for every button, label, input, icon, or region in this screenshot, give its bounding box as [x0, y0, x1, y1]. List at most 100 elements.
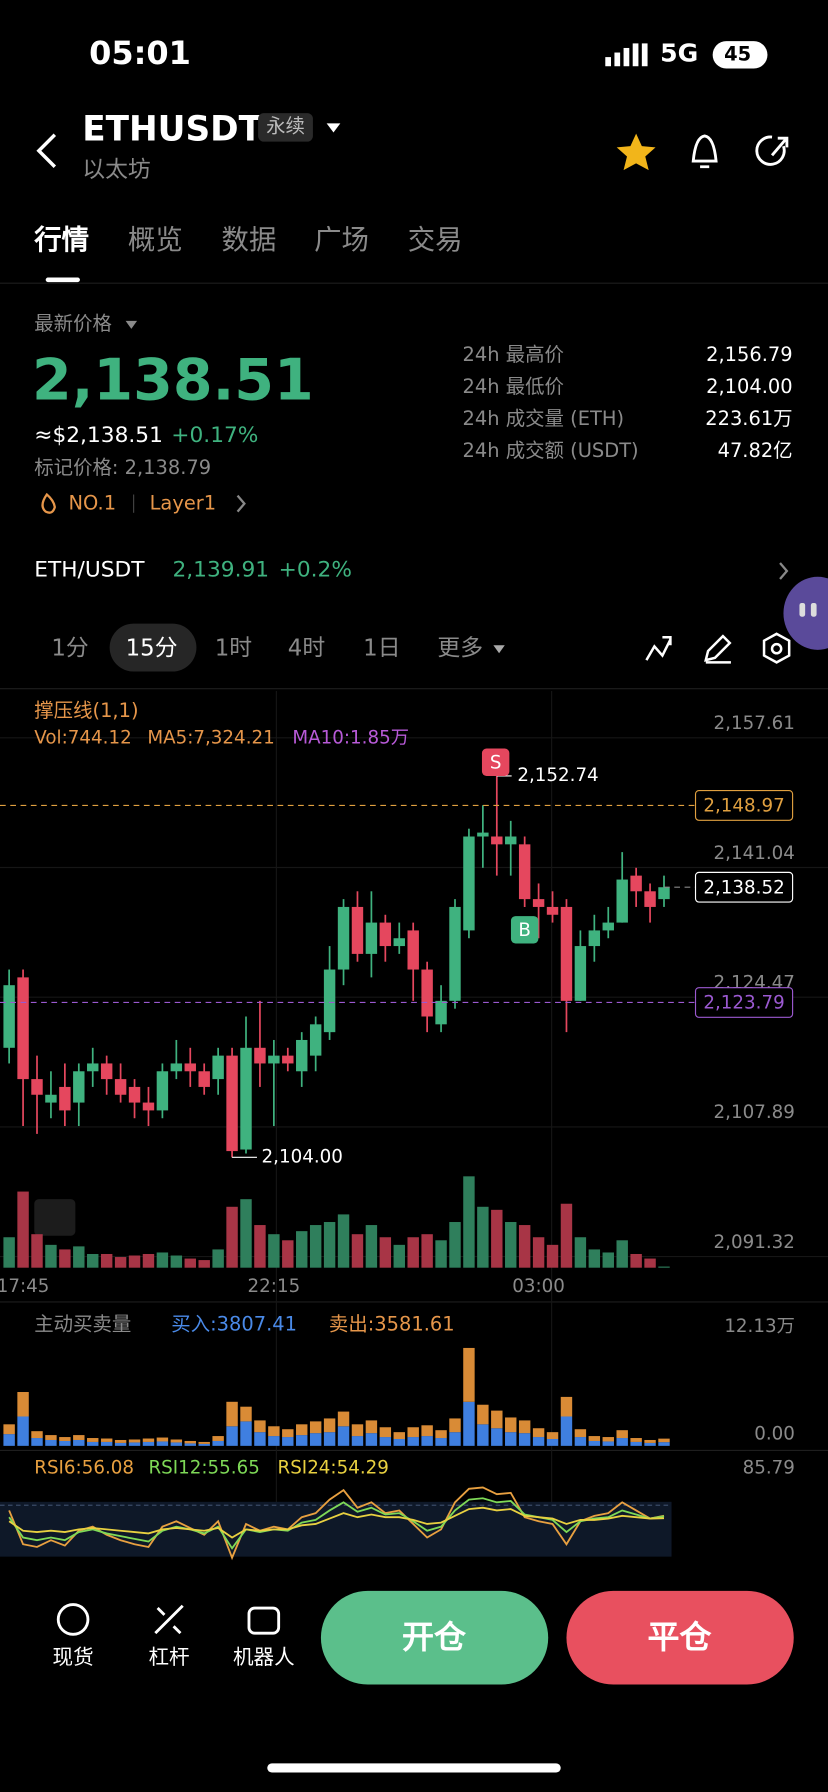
interval[interactable]: 15分	[125, 633, 178, 662]
float-bubble[interactable]	[799, 603, 806, 617]
candle-body	[198, 1071, 210, 1087]
tab[interactable]: 行情	[34, 223, 90, 256]
share-icon[interactable]	[755, 135, 789, 166]
back-icon[interactable]	[36, 133, 57, 168]
mark-price: 标记价格: 2,138.79	[34, 456, 212, 480]
buy-bar	[574, 1437, 587, 1446]
candle-body	[184, 1063, 196, 1072]
close-label[interactable]: 平仓	[647, 1618, 712, 1657]
rsi-line	[8, 1506, 665, 1539]
indicator-icon[interactable]	[645, 636, 672, 661]
close-button[interactable]	[566, 1590, 794, 1685]
sell-bar	[142, 1438, 155, 1442]
buy-bar	[365, 1433, 378, 1446]
legend-entry: RSI12:55.65	[148, 1458, 259, 1479]
tab[interactable]: 概览	[127, 223, 183, 256]
volume-bar	[170, 1255, 183, 1268]
tab[interactable]: 交易	[407, 223, 463, 256]
sell-bar	[505, 1417, 517, 1433]
sell-bar	[365, 1420, 378, 1434]
nav-label[interactable]: 机器人	[232, 1645, 295, 1670]
buy-bar	[254, 1432, 266, 1446]
sell-bar	[128, 1439, 141, 1443]
bell-icon[interactable]	[691, 134, 718, 169]
buy-bar	[588, 1440, 601, 1446]
sell-bar	[532, 1428, 545, 1438]
sell-bar	[156, 1437, 169, 1442]
open-label[interactable]: 开仓	[402, 1618, 466, 1657]
interval[interactable]: 1时	[214, 633, 253, 662]
candle-body	[658, 887, 670, 900]
chevron-icon[interactable]	[236, 494, 246, 513]
interval[interactable]: 1日	[363, 633, 401, 662]
volume-bar	[421, 1234, 433, 1268]
robot-icon[interactable]	[247, 1606, 281, 1635]
buy-bar	[546, 1439, 559, 1446]
volume-bar	[142, 1253, 155, 1268]
settings-icon[interactable]	[770, 642, 783, 655]
draw-icon[interactable]	[704, 634, 732, 664]
sell-bar	[309, 1421, 322, 1434]
buy-bar	[17, 1416, 29, 1446]
legend-entry: RSI24:54.29	[278, 1458, 389, 1479]
price-tag	[694, 790, 794, 821]
float-bubble[interactable]	[810, 603, 817, 617]
chevron-icon[interactable]	[779, 562, 789, 580]
stat-value: 223.61万	[705, 407, 793, 431]
sell-bar	[87, 1438, 99, 1442]
volume-bar	[17, 1191, 29, 1268]
nav-label[interactable]: 杠杆	[148, 1645, 190, 1670]
expand-icon[interactable]	[34, 1199, 76, 1236]
open-button[interactable]	[320, 1590, 549, 1685]
stat-label: 24h 最高价	[462, 343, 564, 367]
price-change: +0.17%	[171, 422, 259, 448]
volume-bar	[491, 1209, 503, 1268]
float-bubble[interactable]	[783, 576, 828, 650]
interval[interactable]: 1分	[51, 633, 89, 662]
buy-bar	[323, 1432, 336, 1446]
sell-bar	[463, 1347, 475, 1402]
candle-body	[365, 922, 378, 954]
buy-bar	[518, 1433, 531, 1446]
volume-bar	[658, 1266, 670, 1268]
sell-label: 卖出:3581.61	[328, 1313, 455, 1337]
interval[interactable]: 4时	[287, 633, 326, 662]
leverage-icon[interactable]	[154, 1604, 184, 1635]
spot-pair[interactable]: ETH/USDT	[34, 557, 145, 583]
dropdown-icon[interactable]	[326, 123, 341, 133]
volume-bar	[73, 1246, 85, 1268]
spot-icon[interactable]	[56, 1603, 90, 1636]
y-tick-label: 2,141.04	[714, 843, 795, 864]
legend-entry: RSI6:56.08	[34, 1458, 134, 1479]
nav-label[interactable]: 现货	[52, 1645, 94, 1670]
buy-bar	[463, 1401, 475, 1446]
sell-signal-label: S	[490, 752, 502, 773]
candle-body	[45, 1094, 57, 1103]
buy-bar	[337, 1426, 350, 1446]
interval-pill	[109, 623, 197, 672]
candle-body	[560, 906, 573, 1001]
buy-bar	[351, 1436, 364, 1446]
rank[interactable]: NO.1	[68, 492, 117, 516]
volume-bar	[463, 1176, 475, 1268]
candle-body	[379, 922, 392, 947]
buy-bar	[644, 1442, 656, 1446]
sell-bar	[73, 1435, 85, 1440]
tab[interactable]: 数据	[221, 223, 277, 256]
tab[interactable]: 广场	[314, 223, 369, 256]
candle-body	[505, 836, 517, 845]
interval[interactable]: 更多	[437, 633, 484, 662]
dropdown-icon[interactable]	[493, 645, 505, 654]
buy-bar	[505, 1432, 517, 1446]
sell-bar	[100, 1438, 113, 1442]
contract-tag: 永续	[258, 113, 313, 142]
buy-bar	[616, 1438, 628, 1446]
volume-bar	[114, 1257, 127, 1268]
sector[interactable]: Layer1	[149, 492, 217, 516]
settings-icon[interactable]	[762, 632, 791, 664]
buy-bar	[100, 1441, 113, 1446]
sell-bar	[170, 1439, 183, 1443]
star-icon[interactable]	[616, 133, 656, 171]
dropdown-icon[interactable]	[125, 320, 138, 329]
